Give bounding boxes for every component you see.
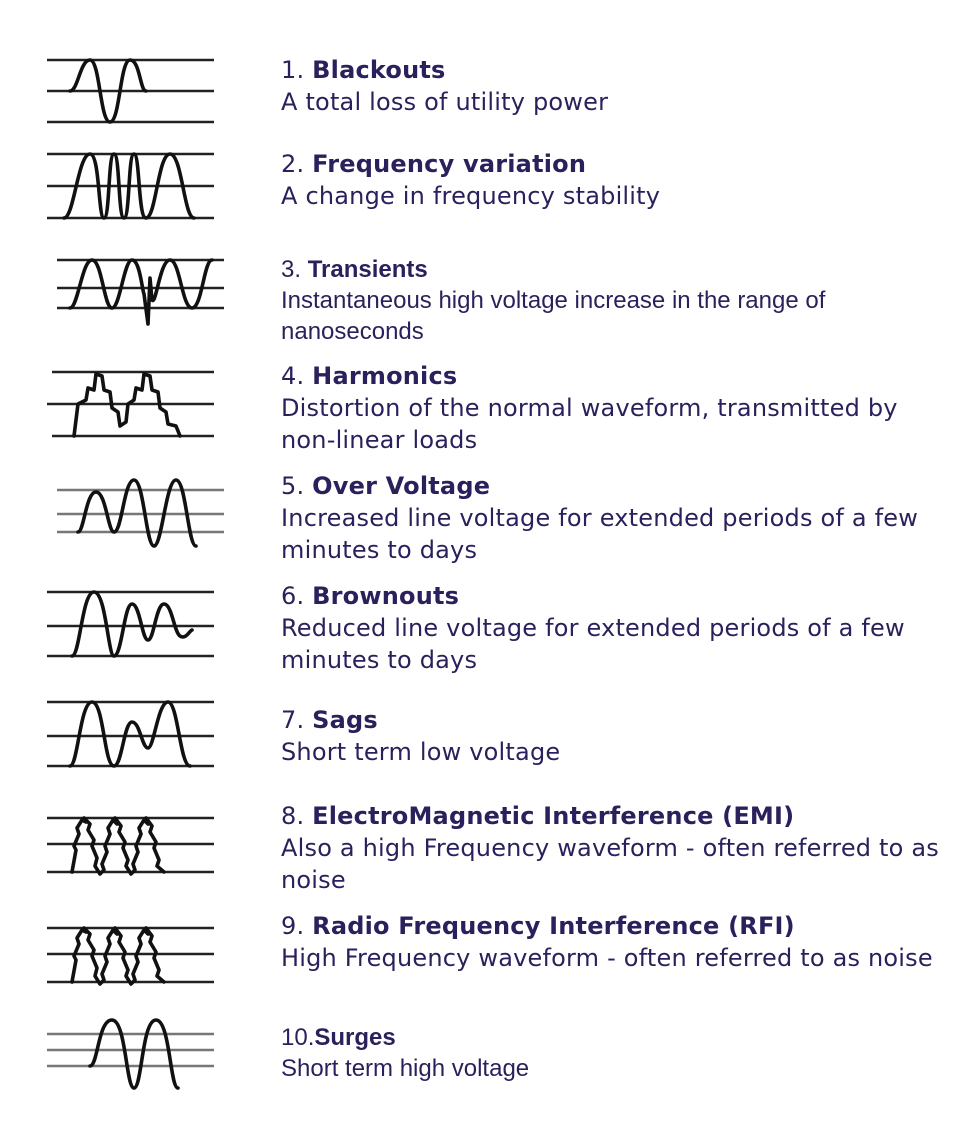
- item-title: 3. Transients: [281, 256, 428, 283]
- harmonics-waveform-icon: [42, 360, 228, 438]
- blackout-waveform-icon: [42, 54, 228, 132]
- brownout-waveform-icon: [42, 580, 228, 658]
- item-title: 2. Frequency variation: [281, 150, 587, 178]
- item-description: Instantaneous high voltage increase in t…: [281, 287, 826, 345]
- item-title: 8. ElectroMagnetic Interference (EMI): [281, 802, 795, 830]
- sag-waveform-icon: [42, 696, 228, 774]
- item-description: High Frequency waveform - often referred…: [281, 944, 933, 972]
- transient-waveform-icon: [52, 250, 238, 328]
- emi-waveform-icon: [42, 800, 228, 878]
- item-description: Increased line voltage for extended peri…: [281, 504, 919, 564]
- rfi-waveform-icon: [42, 910, 228, 988]
- frequency-variation-waveform-icon: [42, 148, 228, 226]
- item-title: 4. Harmonics: [281, 362, 458, 390]
- surge-waveform-icon: [42, 1016, 228, 1094]
- item-description: Reduced line voltage for extended period…: [281, 614, 905, 674]
- item-title: 7. Sags: [281, 706, 378, 734]
- item-title: 5. Over Voltage: [281, 472, 491, 500]
- item-description: A change in frequency stability: [281, 182, 661, 210]
- item-title: 6. Brownouts: [281, 582, 460, 610]
- item-description: Also a high Frequency waveform - often r…: [281, 834, 939, 894]
- item-title: 10.Surges: [281, 1024, 396, 1051]
- item-description: A total loss of utility power: [281, 88, 609, 116]
- item-description: Short term low voltage: [281, 738, 561, 766]
- item-title: 9. Radio Frequency Interference (RFI): [281, 912, 795, 940]
- over-voltage-waveform-icon: [52, 470, 238, 548]
- item-description: Distortion of the normal waveform, trans…: [281, 394, 898, 454]
- item-description: Short term high voltage: [281, 1055, 530, 1082]
- item-title: 1. Blackouts: [281, 56, 446, 84]
